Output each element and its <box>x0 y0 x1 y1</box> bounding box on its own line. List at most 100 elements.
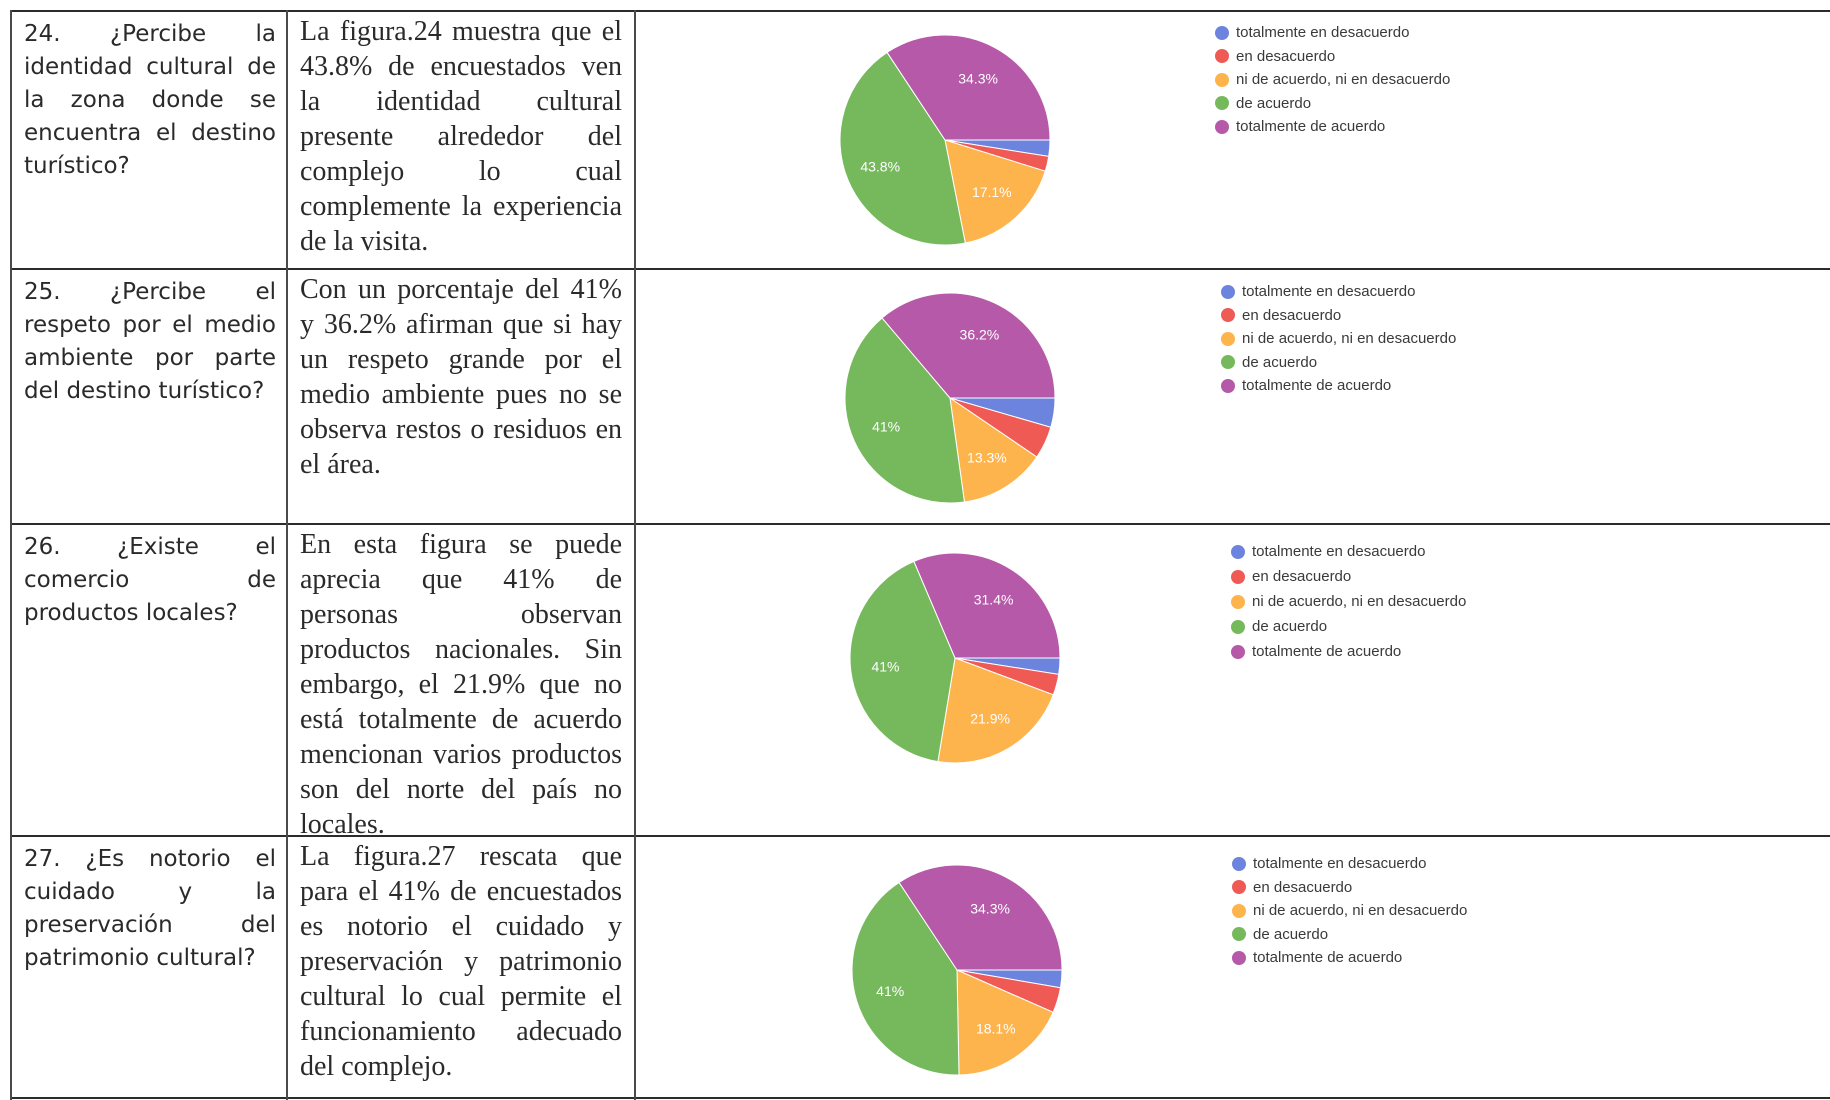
pie-slice-de-acuerdo <box>844 317 966 504</box>
pie-chart-26: 21.9% 41% 31.4% <box>849 552 1061 764</box>
legend-item: ni de acuerdo, ni en desacuerdo <box>1232 899 1467 923</box>
chart-legend: totalmente en desacuerdo en desacuerdo n… <box>1215 21 1450 139</box>
legend-item: en desacuerdo <box>1231 564 1466 589</box>
legend-dot-icon <box>1232 856 1246 871</box>
chart-legend: totalmente en desacuerdo en desacuerdo n… <box>1221 280 1456 398</box>
legend-dot-icon <box>1232 950 1246 965</box>
legend-item: totalmente de acuerdo <box>1221 374 1456 398</box>
legend-label: en desacuerdo <box>1242 306 1342 324</box>
legend-label: totalmente de acuerdo <box>1252 643 1402 660</box>
pie-data-label: 41% <box>871 658 899 674</box>
pie-data-label: 34.3% <box>970 900 1010 916</box>
pie-slice-totalmente-de-acuerdo <box>886 34 1051 141</box>
legend-item: de acuerdo <box>1221 351 1456 375</box>
legend-label: totalmente de acuerdo <box>1242 377 1392 394</box>
legend-dot-icon <box>1232 927 1246 942</box>
legend-item: totalmente en desacuerdo <box>1231 539 1466 564</box>
pie-data-label: 21.9% <box>970 711 1010 727</box>
legend-label: de acuerdo <box>1253 925 1329 943</box>
legend-label: totalmente en desacuerdo <box>1242 283 1416 300</box>
table-rule <box>10 523 1830 525</box>
question-cell: 24. ¿Percibe la identidad cultural de la… <box>24 21 276 179</box>
legend-item: ni de acuerdo, ni en desacuerdo <box>1231 589 1466 614</box>
chart-legend: totalmente en desacuerdo en desacuerdo n… <box>1231 539 1466 664</box>
table-rule <box>10 10 12 1100</box>
table-rule <box>10 268 1830 270</box>
table-rule <box>10 10 1830 12</box>
pie-slice-ni-de-acuerdo <box>956 969 1054 1076</box>
pie-chart-24: 17.1% 43.8% 34.3% <box>839 34 1051 246</box>
table-rule <box>10 835 1830 837</box>
pie-chart-25: 13.3% 41% 36.2% <box>844 292 1056 504</box>
chart-legend: totalmente en desacuerdo en desacuerdo n… <box>1232 852 1467 970</box>
legend-label: totalmente en desacuerdo <box>1252 543 1426 560</box>
table-rule <box>286 10 288 1100</box>
pie-data-label: 41% <box>876 983 904 999</box>
legend-item: en desacuerdo <box>1215 45 1450 69</box>
table-rule <box>634 10 636 1100</box>
legend-item: totalmente en desacuerdo <box>1215 21 1450 45</box>
legend-label: de acuerdo <box>1252 618 1328 635</box>
legend-label: totalmente en desacuerdo <box>1253 855 1427 872</box>
legend-label: ni de acuerdo, ni en desacuerdo <box>1236 71 1451 88</box>
description-cell: La figura.27 rescata que para el 41% de … <box>300 841 622 1082</box>
legend-label: totalmente de acuerdo <box>1236 118 1386 135</box>
legend-dot-icon <box>1215 49 1229 64</box>
pie-data-label: 13.3% <box>967 450 1007 466</box>
legend-item: totalmente de acuerdo <box>1215 115 1450 139</box>
description-cell: La figura.24 muestra que el 43.8% de enc… <box>300 16 622 257</box>
legend-item: ni de acuerdo, ni en desacuerdo <box>1215 68 1450 92</box>
pie-slice-ni-de-acuerdo <box>937 657 1054 764</box>
legend-item: totalmente en desacuerdo <box>1221 280 1456 304</box>
legend-dot-icon <box>1231 594 1245 609</box>
legend-dot-icon <box>1221 355 1235 370</box>
legend-label: ni de acuerdo, ni en desacuerdo <box>1242 330 1457 347</box>
question-cell: 26. ¿Existe el comercio de productos loc… <box>24 534 276 626</box>
pie-data-label: 31.4% <box>974 592 1014 608</box>
question-cell: 25. ¿Percibe el respeto por el medio amb… <box>24 279 276 404</box>
pie-data-label: 43.8% <box>860 159 900 175</box>
pie-data-label: 17.1% <box>972 184 1012 200</box>
pie-data-label: 34.3% <box>958 70 998 86</box>
legend-label: en desacuerdo <box>1253 878 1353 896</box>
legend-label: en desacuerdo <box>1236 47 1336 65</box>
legend-label: totalmente de acuerdo <box>1253 949 1403 966</box>
legend-dot-icon <box>1231 619 1245 634</box>
legend-item: totalmente en desacuerdo <box>1232 852 1467 876</box>
legend-dot-icon <box>1215 119 1229 134</box>
pie-slice-de-acuerdo <box>849 560 956 763</box>
question-cell: 27. ¿Es notorio el cuidado y la preserva… <box>24 846 276 971</box>
legend-item: en desacuerdo <box>1232 876 1467 900</box>
legend-dot-icon <box>1221 378 1235 393</box>
pie-slice-ni-de-acuerdo <box>944 139 1046 244</box>
legend-dot-icon <box>1215 96 1229 111</box>
pie-chart-27: 18.1% 41% 34.3% <box>851 864 1063 1076</box>
legend-label: totalmente en desacuerdo <box>1236 24 1410 41</box>
pie-slice-ni-de-acuerdo <box>949 396 1038 503</box>
table-rule <box>10 1097 1830 1099</box>
legend-label: ni de acuerdo, ni en desacuerdo <box>1252 593 1467 610</box>
legend-dot-icon <box>1221 331 1235 346</box>
legend-dot-icon <box>1231 644 1245 659</box>
description-cell: Con un porcentaje del 41% y 36.2% afirma… <box>300 274 622 480</box>
legend-dot-icon <box>1221 308 1235 323</box>
legend-label: de acuerdo <box>1236 94 1312 112</box>
legend-label: de acuerdo <box>1242 353 1318 371</box>
description-cell: En esta figura se puede aprecia que 41% … <box>300 529 622 835</box>
legend-dot-icon <box>1215 72 1229 87</box>
pie-slice-de-acuerdo <box>839 51 966 246</box>
legend-item: de acuerdo <box>1232 923 1467 947</box>
legend-dot-icon <box>1231 544 1245 559</box>
pie-slice-de-acuerdo <box>851 881 960 1076</box>
legend-dot-icon <box>1221 284 1235 299</box>
legend-dot-icon <box>1232 880 1246 895</box>
legend-label: en desacuerdo <box>1252 568 1352 585</box>
legend-item: de acuerdo <box>1215 92 1450 116</box>
legend-dot-icon <box>1231 569 1245 584</box>
legend-item: totalmente de acuerdo <box>1232 946 1467 970</box>
pie-slice-totalmente-de-acuerdo <box>881 292 1056 399</box>
pie-slice-totalmente-de-acuerdo <box>898 864 1063 971</box>
legend-label: ni de acuerdo, ni en desacuerdo <box>1253 902 1468 919</box>
legend-dot-icon <box>1215 25 1229 40</box>
